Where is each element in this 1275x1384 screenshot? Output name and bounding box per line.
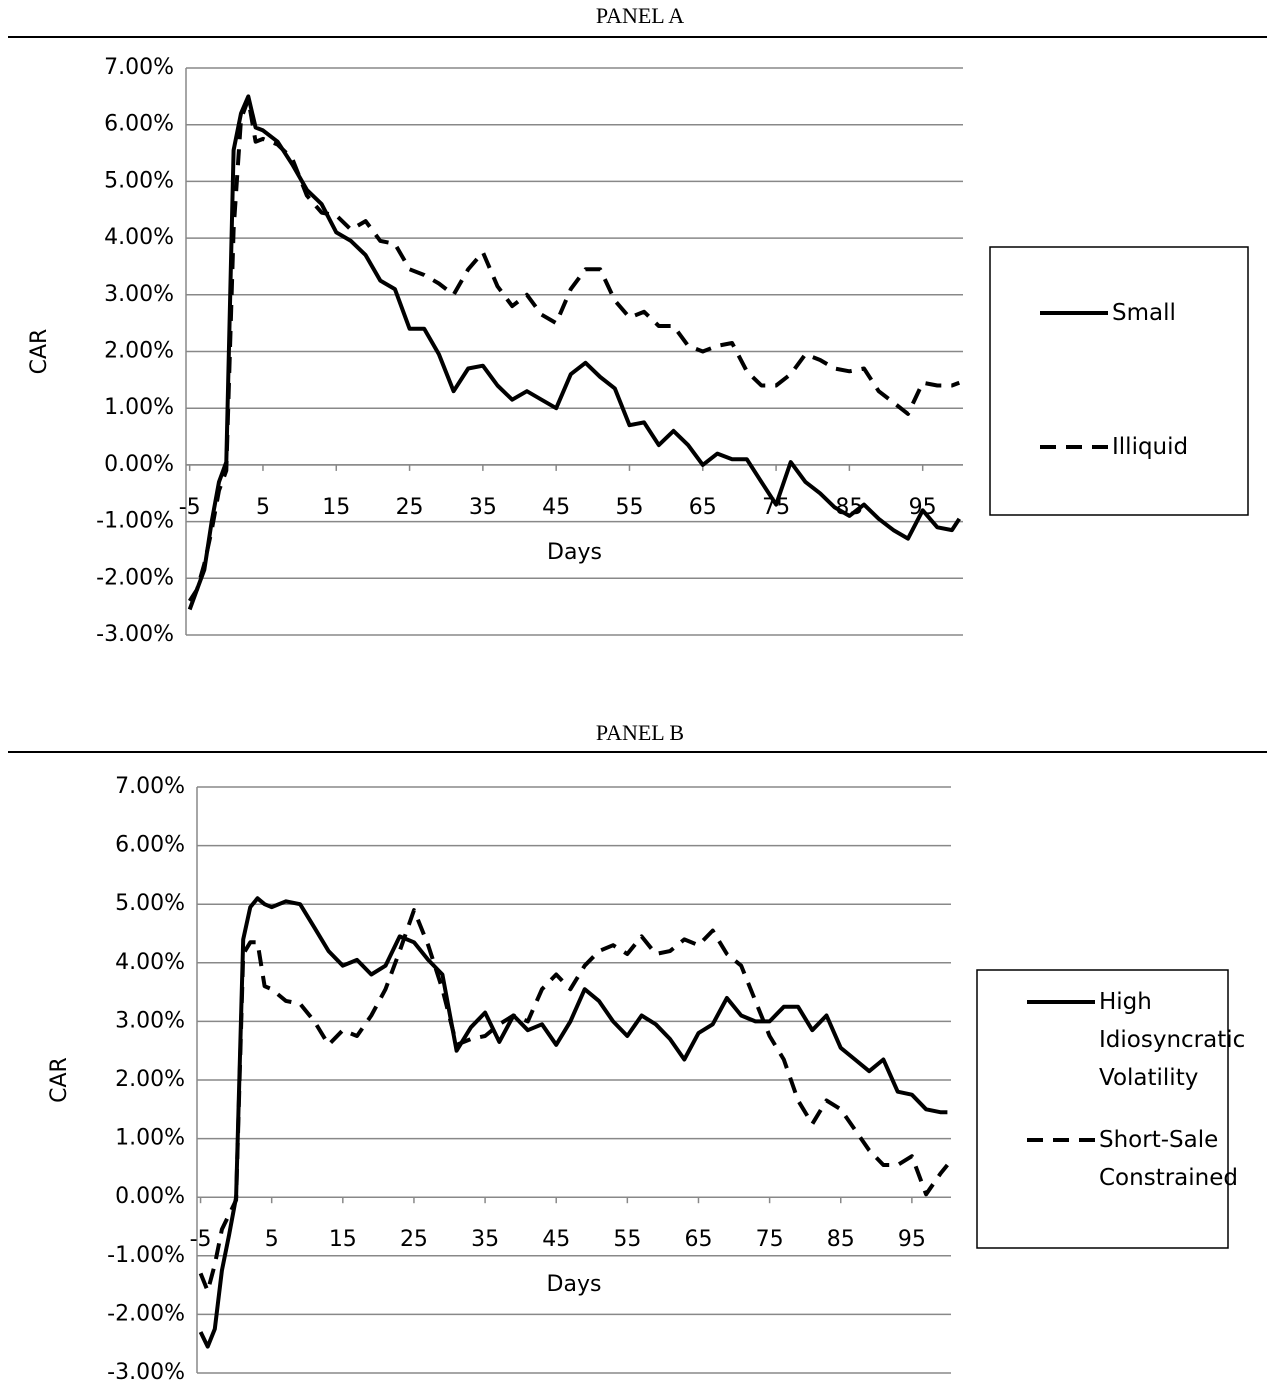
x-tick-label: 95 bbox=[909, 495, 937, 520]
y-tick-label: 4.00% bbox=[104, 225, 174, 250]
y-tick-label: 3.00% bbox=[104, 282, 174, 307]
y-axis-label: CAR bbox=[27, 329, 52, 375]
x-tick-label: 45 bbox=[542, 495, 570, 520]
legend-label: Small bbox=[1112, 300, 1176, 326]
x-tick-label: 75 bbox=[756, 1227, 784, 1252]
x-tick-label: 45 bbox=[542, 1227, 570, 1252]
x-tick-label: 35 bbox=[469, 495, 497, 520]
series-line bbox=[198, 896, 948, 1349]
legend-label: Illiquid bbox=[1112, 434, 1189, 460]
x-tick-label: 35 bbox=[471, 1227, 499, 1252]
series-line bbox=[188, 97, 961, 603]
x-tick-label: 25 bbox=[396, 495, 424, 520]
y-tick-label: 0.00% bbox=[104, 452, 174, 477]
y-tick-label: 0.00% bbox=[115, 1184, 185, 1209]
y-tick-label: -3.00% bbox=[96, 622, 174, 647]
y-tick-label: -1.00% bbox=[107, 1243, 185, 1268]
y-tick-label: 6.00% bbox=[104, 112, 174, 137]
x-tick-label: 15 bbox=[329, 1227, 357, 1252]
y-tick-label: 5.00% bbox=[104, 168, 174, 193]
x-tick-label: 55 bbox=[615, 495, 643, 520]
y-tick-label: 2.00% bbox=[115, 1067, 185, 1092]
x-tick-label: 5 bbox=[265, 1227, 279, 1252]
y-tick-label: -3.00% bbox=[107, 1360, 185, 1384]
y-tick-label: -1.00% bbox=[96, 509, 174, 534]
y-tick-label: -2.00% bbox=[107, 1301, 185, 1326]
panel-title: PANEL B bbox=[596, 720, 684, 745]
y-tick-label: 7.00% bbox=[115, 774, 185, 799]
panel-title: PANEL A bbox=[596, 3, 684, 28]
x-tick-label: 85 bbox=[827, 1227, 855, 1252]
x-tick-label: 5 bbox=[256, 495, 270, 520]
y-tick-label: 7.00% bbox=[104, 55, 174, 80]
y-tick-label: 3.00% bbox=[115, 1008, 185, 1033]
y-tick-label: 6.00% bbox=[115, 833, 185, 858]
y-tick-label: -2.00% bbox=[96, 565, 174, 590]
series-line bbox=[187, 94, 961, 611]
x-tick-label: 15 bbox=[322, 495, 350, 520]
y-tick-label: 4.00% bbox=[115, 950, 185, 975]
y-axis-label: CAR bbox=[47, 1057, 72, 1103]
y-tick-label: 5.00% bbox=[115, 891, 185, 916]
legend-label: High Idiosyncratic Volatility bbox=[1099, 989, 1246, 1091]
x-tick-label: 25 bbox=[400, 1227, 428, 1252]
series-line bbox=[198, 908, 949, 1293]
y-tick-label: 1.00% bbox=[115, 1126, 185, 1151]
legend-box bbox=[989, 246, 1249, 516]
x-tick-label: -5 bbox=[190, 1227, 212, 1252]
y-tick-label: 1.00% bbox=[104, 395, 174, 420]
y-tick-label: 2.00% bbox=[104, 339, 174, 364]
x-axis-label: Days bbox=[547, 540, 602, 565]
x-tick-label: 65 bbox=[684, 1227, 712, 1252]
x-axis-label: Days bbox=[547, 1272, 602, 1297]
x-tick-label: -5 bbox=[179, 495, 201, 520]
x-tick-label: 95 bbox=[898, 1227, 926, 1252]
x-tick-label: 55 bbox=[613, 1227, 641, 1252]
x-tick-label: 65 bbox=[689, 495, 717, 520]
legend-label: Short-Sale Constrained bbox=[1099, 1127, 1238, 1191]
legend-box bbox=[976, 969, 1229, 1249]
